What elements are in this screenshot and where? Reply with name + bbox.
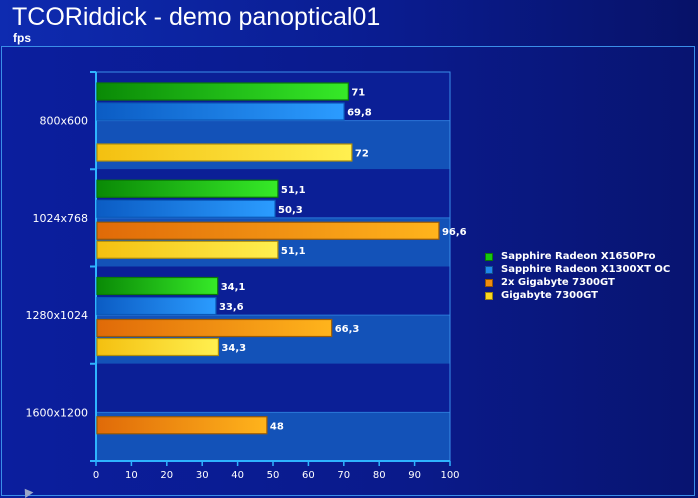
legend-swatch-icon [485,252,493,261]
title-band [0,0,698,46]
bar [96,143,353,162]
category-label: 1280x1024 [26,309,89,322]
legend-item: Sapphire Radeon X1300XT OC [485,263,670,276]
legend-item: Gigabyte 7300GT [485,289,670,302]
chart-frame [1,46,695,496]
plot-band [96,363,450,413]
data-label: 71 [351,88,365,99]
bar [96,276,219,296]
bar [96,416,268,435]
data-label: 48 [270,421,284,432]
data-label: 96,6 [442,227,467,238]
bar [96,199,276,218]
data-label: 72 [355,149,369,160]
legend-label: Gigabyte 7300GT [501,290,598,301]
x-tick-label: 70 [337,470,350,481]
x-tick-label: 0 [93,470,99,481]
bar [96,296,217,316]
x-tick-label: 20 [160,470,173,481]
category-label: 800x600 [39,115,88,128]
chart-title: TCORiddick - demo panoptical01 [12,3,381,31]
x-tick-label: 80 [373,470,386,481]
x-tick-label: 10 [125,470,138,481]
bar [96,82,349,101]
bar [96,318,333,338]
x-tick-label: 30 [196,470,209,481]
x-tick-label: 100 [440,470,459,481]
data-label: 69,8 [347,108,372,119]
data-label: 34,1 [221,282,246,293]
legend: Sapphire Radeon X1650Pro Sapphire Radeon… [485,250,670,302]
legend-label: Sapphire Radeon X1300XT OC [501,264,671,275]
bar [96,240,279,259]
legend-item: 2x Gigabyte 7300GT [485,276,670,289]
data-label: 50,3 [278,205,303,216]
legend-swatch-icon [485,278,493,287]
legend-swatch-icon [485,291,493,300]
bar [96,221,440,240]
x-tick-label: 40 [231,470,244,481]
data-label: 51,1 [281,185,306,196]
chart-subtitle: fps [13,31,31,45]
data-label: 51,1 [281,246,306,257]
data-label: 66,3 [335,324,360,335]
x-tick-label: 90 [408,470,421,481]
data-label: 33,6 [219,302,244,313]
bar [96,179,279,198]
x-tick-label: 60 [302,470,315,481]
bar [96,102,345,121]
legend-label: Sapphire Radeon X1650Pro [501,251,656,262]
data-label: 34,3 [221,343,246,354]
legend-swatch-icon [485,265,493,274]
category-label: 1600x1200 [26,406,89,419]
category-label: 1024x768 [33,212,89,225]
bar [96,337,220,357]
legend-item: Sapphire Radeon X1650Pro [485,250,670,263]
legend-label: 2x Gigabyte 7300GT [501,277,615,288]
x-tick-label: 50 [267,470,280,481]
